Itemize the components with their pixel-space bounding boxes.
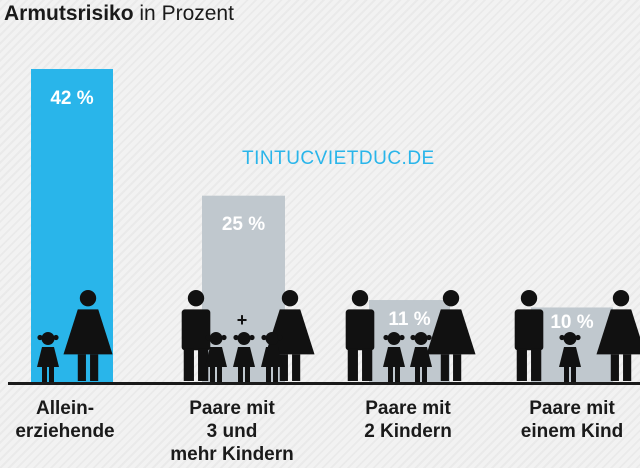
category-label-line: Paare mit [365,398,451,419]
father-icon-3 [514,290,544,381]
child-icon-1-2 [261,332,283,382]
x-axis-line [8,382,640,385]
father-icon-2 [345,290,375,381]
category-label-line: erziehende [15,421,114,442]
value-label-2: 11 % [388,309,430,330]
category-label-0: Allein-erziehende [15,398,114,442]
category-label-line: 2 Kindern [364,421,452,442]
value-label-1: 25 % [222,214,265,235]
category-label-line: mehr Kindern [170,444,294,465]
category-label-line: Paare mit [189,398,275,419]
child-icon-2-0 [383,332,405,382]
child-icon-2-1 [410,332,432,382]
mother-icon-0 [63,290,113,381]
chart-title-rest: in Prozent [139,2,234,25]
child-icon-0-0 [37,332,59,382]
child-icon-1-0 [205,332,227,382]
value-label-3: 10 % [550,312,593,333]
watermark-text: TINTUCVIETDUC.DE [242,148,435,169]
category-label-line: 3 und [207,421,258,442]
chart-title: Armutsrisiko in Prozent [4,2,234,26]
plus-icon: + [237,310,248,330]
mother-icon-3 [596,290,640,381]
category-label-3: Paare mit einem Kind [521,398,623,442]
category-label-line: einem Kind [521,421,623,442]
child-icon-1-1 [233,332,255,382]
child-icon-3-0 [559,332,581,382]
category-label-line: Allein- [36,398,94,419]
mother-icon-1 [265,290,315,381]
category-label-2: Paare mit 2 Kindern [364,398,452,442]
category-label-line: Paare mit [529,398,615,419]
value-label-0: 42 % [50,88,93,109]
mother-icon-2 [426,290,476,381]
category-label-1: Paare mit 3 und mehr Kindern [170,398,294,465]
father-icon-1 [181,290,211,381]
chart-title-bold: Armutsrisiko [4,2,134,25]
